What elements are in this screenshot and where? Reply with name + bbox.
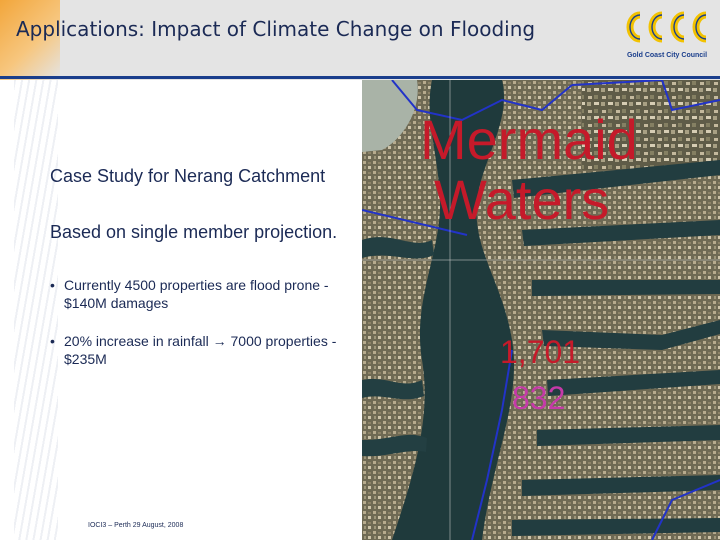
aerial-map: Mermaid Waters 1,701 832 bbox=[362, 80, 720, 540]
header-bar: Applications: Impact of Climate Change o… bbox=[0, 0, 720, 80]
bullet-icon: • bbox=[50, 333, 55, 349]
bullet-list: • Currently 4500 properties are flood pro… bbox=[50, 276, 350, 368]
case-study-text: Case Study for Nerang Catchment bbox=[50, 166, 326, 186]
map-value-magenta: 832 bbox=[512, 380, 566, 416]
bullet-item: • Currently 4500 properties are flood pro… bbox=[50, 276, 350, 312]
bullet-text: 20% increase in rainfall → 7000 properti… bbox=[64, 333, 337, 367]
header-divider bbox=[0, 76, 720, 79]
aerial-photo bbox=[362, 80, 720, 540]
header-accent bbox=[0, 0, 60, 80]
map-value-red: 1,701 bbox=[500, 334, 581, 370]
gccc-logo-icon bbox=[620, 6, 714, 52]
map-title-waters: Waters bbox=[434, 168, 610, 231]
projection-text: Based on single member projection. bbox=[50, 222, 338, 242]
footer-text: IOCI3 – Perth 29 August, 2008 bbox=[88, 522, 184, 529]
bullet-item: • 20% increase in rainfall → 7000 propert… bbox=[50, 332, 350, 368]
slide-body: Case Study for Nerang Catchment Based on… bbox=[50, 164, 350, 388]
decorative-stripes bbox=[14, 80, 58, 540]
logo-text: Gold Coast City Council bbox=[626, 52, 708, 59]
bullet-text: Currently 4500 properties are flood pron… bbox=[64, 277, 329, 311]
council-logo: Gold Coast City Council bbox=[620, 6, 714, 66]
slide-title: Applications: Impact of Climate Change o… bbox=[16, 17, 536, 41]
map-title-mermaid: Mermaid bbox=[420, 108, 638, 171]
bullet-icon: • bbox=[50, 277, 55, 293]
